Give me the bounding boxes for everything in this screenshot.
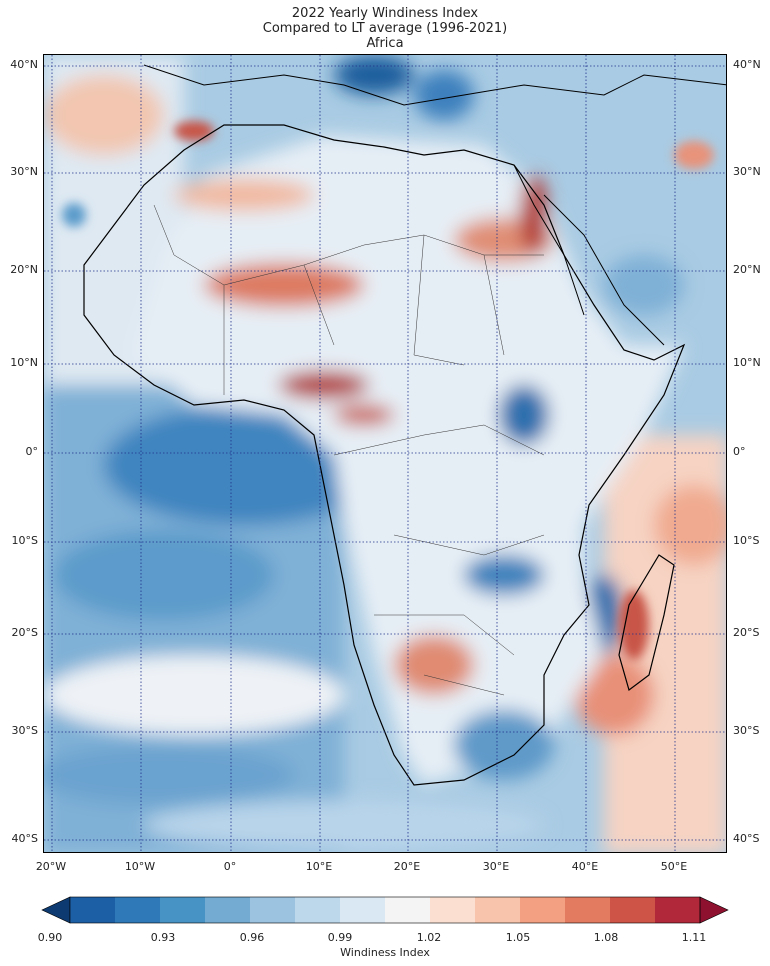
africa-coastline xyxy=(83,124,686,786)
windiness-field xyxy=(44,55,726,852)
lat-label-right: 10°S xyxy=(733,534,760,547)
colorbar-tick: 0.90 xyxy=(37,931,63,944)
colorbar-tick: 1.11 xyxy=(681,931,707,944)
lat-label: 10°S xyxy=(11,534,38,547)
lat-label: 20°S xyxy=(11,626,38,639)
colorbar-tick: 0.93 xyxy=(150,931,176,944)
lat-label: 40°S xyxy=(11,832,38,845)
colorbar-cell xyxy=(160,897,206,923)
madagascar-coastline xyxy=(618,554,675,692)
colorbar-cell xyxy=(610,897,656,923)
colorbar-cell xyxy=(115,897,161,923)
colorbar-cell xyxy=(250,897,296,923)
lat-label: 40°N xyxy=(10,58,38,71)
lat-label: 0° xyxy=(25,445,39,458)
colorbar-cell xyxy=(475,897,521,923)
colorbar-tick: 1.05 xyxy=(505,931,531,944)
lon-label: 30°E xyxy=(482,860,510,873)
lon-label: 0° xyxy=(223,860,237,873)
lat-label-right: 40°N xyxy=(733,58,761,71)
colorbar-extend-low xyxy=(41,896,71,924)
colorbar-tick: 1.08 xyxy=(593,931,619,944)
chart-subtitle: Compared to LT average (1996-2021) xyxy=(262,21,508,36)
country-borders xyxy=(153,204,545,696)
lat-label-right: 20°S xyxy=(733,626,760,639)
lat-label: 30°N xyxy=(10,165,38,178)
lon-label: 50°E xyxy=(660,860,688,873)
colorbar-label: Windiness Index xyxy=(340,946,430,959)
lat-label-right: 40°S xyxy=(733,832,760,845)
colorbar-tick: 0.99 xyxy=(327,931,353,944)
lat-label: 10°N xyxy=(10,356,38,369)
colorbar-cell xyxy=(520,897,566,923)
colorbar-tick: 1.02 xyxy=(416,931,442,944)
chart-title: 2022 Yearly Windiness Index xyxy=(291,6,479,21)
colorbar-cell xyxy=(70,897,116,923)
lon-label: 20°W xyxy=(35,860,67,873)
region-label: Africa xyxy=(366,36,404,51)
lat-label: 20°N xyxy=(10,263,38,276)
colorbar-cell xyxy=(205,897,251,923)
red-sea-coast xyxy=(513,164,665,346)
colorbar-cell xyxy=(340,897,386,923)
colorbar-cell xyxy=(430,897,476,923)
colorbar xyxy=(41,896,729,924)
colorbar-border xyxy=(69,896,701,924)
mediterranean-coast xyxy=(143,64,726,106)
lat-label-right: 10°N xyxy=(733,356,761,369)
lat-label-right: 20°N xyxy=(733,263,761,276)
lon-label: 20°E xyxy=(393,860,421,873)
colorbar-extend-high xyxy=(699,896,729,924)
colorbar-cell xyxy=(295,897,341,923)
colorbar-tick: 0.96 xyxy=(239,931,265,944)
lat-label-right: 30°N xyxy=(733,165,761,178)
map-canvas xyxy=(44,55,726,852)
colorbar-cell xyxy=(565,897,611,923)
graticule xyxy=(44,55,726,852)
lat-label-right: 0° xyxy=(733,445,746,458)
windiness-map[interactable] xyxy=(43,54,727,853)
lon-label: 10°E xyxy=(305,860,333,873)
colorbar-cell xyxy=(385,897,431,923)
lat-label: 30°S xyxy=(11,724,38,737)
colorbar-cell xyxy=(655,897,701,923)
lon-label: 40°E xyxy=(571,860,599,873)
highlights xyxy=(62,121,714,660)
lat-label-right: 30°S xyxy=(733,724,760,737)
lon-label: 10°W xyxy=(124,860,156,873)
